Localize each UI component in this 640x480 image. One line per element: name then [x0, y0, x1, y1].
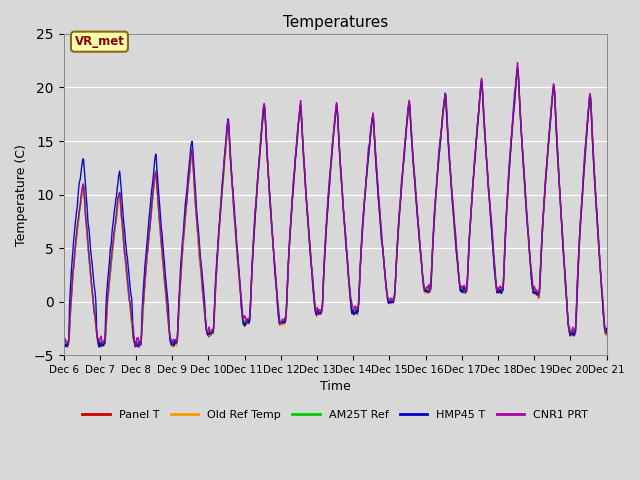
X-axis label: Time: Time — [320, 381, 351, 394]
Text: VR_met: VR_met — [74, 35, 124, 48]
Y-axis label: Temperature (C): Temperature (C) — [15, 144, 28, 245]
Title: Temperatures: Temperatures — [282, 15, 388, 30]
Legend: Panel T, Old Ref Temp, AM25T Ref, HMP45 T, CNR1 PRT: Panel T, Old Ref Temp, AM25T Ref, HMP45 … — [78, 406, 593, 425]
